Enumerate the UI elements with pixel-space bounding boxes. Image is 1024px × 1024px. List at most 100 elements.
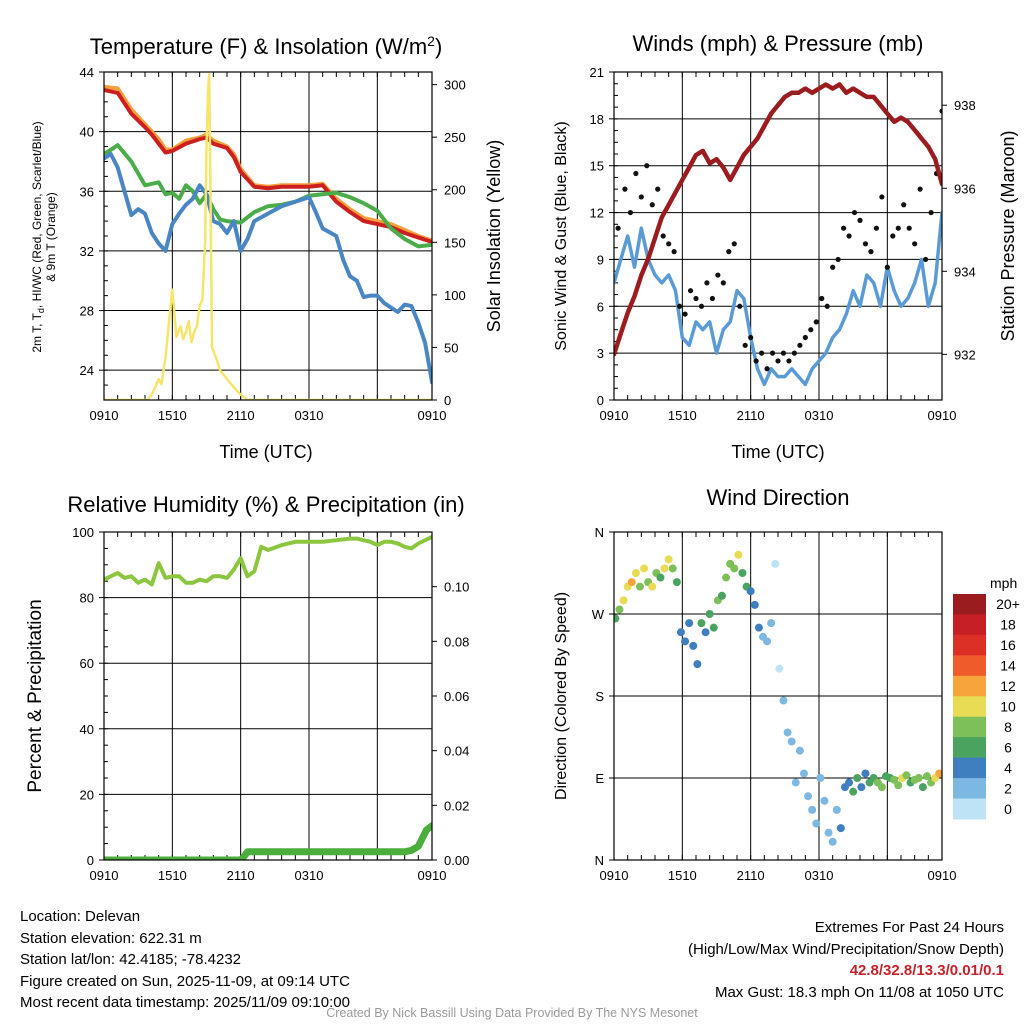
wind-direction-point [672,578,681,587]
rh-x-tick-label: 0910 [418,868,447,883]
rh-series-group [104,534,432,860]
location-text: Location: Delevan [20,908,141,925]
colorbar-label: 4 [1004,760,1012,776]
temp-x-tick-label: 2110 [227,408,255,423]
wdir-y-tick-label: W [592,607,605,622]
gust-point [737,303,743,309]
wdir-y-tick-label: N [595,853,604,868]
gust-point [693,295,699,302]
wdir-x-tick-label: 1510 [668,868,697,883]
temp-y-tick-label: 24 [80,363,94,378]
wind-direction-point [627,578,636,587]
winds-y-tick-label: 6 [597,299,604,314]
rh-y-tick-label: 80 [80,591,94,606]
temp-y2-tick-label: 100 [444,288,466,303]
gust-point [709,295,716,302]
wind-direction-point [730,564,739,573]
gust-point [622,186,628,192]
wind-direction-point [614,614,620,623]
gust-point [841,225,847,231]
colorbar-swatch [953,634,986,656]
wind-direction-point [791,778,800,787]
winds-series-group [614,82,942,387]
gust-point [802,334,808,341]
wind-direction-point [635,582,644,591]
gust-point [649,202,655,208]
temp-y-tick-label: 44 [80,65,94,80]
wind-direction-point [861,769,870,778]
gust-point [895,225,901,231]
wind-direction-point [890,775,899,784]
wind-direction-point [935,769,942,778]
temp-x-tick-label: 0910 [90,408,119,423]
gust-point [928,209,934,216]
gust-point [868,249,874,255]
extremes-title: Extremes For Past 24 Hours [814,919,1004,936]
wind-direction-point [685,619,694,628]
gust-point [704,280,710,286]
wind-direction-point [767,619,776,628]
temp-y2-tick-label: 0 [444,393,451,408]
rh-y-tick-label: 20 [80,787,94,802]
colorbar-label: 20+ [996,596,1020,612]
wind-direction-point [705,610,714,618]
rh-x-tick-label: 2110 [227,868,255,883]
gust-point [671,249,677,255]
colorbar-swatch [953,655,986,677]
dewpoint-line [104,143,432,249]
station-info: Location: Delevan Station elevation: 622… [20,906,350,1014]
winds-x-tick-label: 1510 [668,408,697,423]
temp-y2-tick-label: 200 [444,183,466,198]
wind-direction-point [857,783,866,792]
hi-wc-line [104,152,432,385]
temp-y-tick-label: 36 [80,184,94,199]
colorbar-label: 2 [1004,780,1012,796]
gust-point [797,342,803,348]
winds-x-tick-label: 0310 [805,408,834,423]
colorbar-swatch [953,675,986,697]
gust-point [731,241,737,247]
colorbar-label: 14 [1000,658,1016,674]
winds-frame [613,71,943,401]
wind-direction-point [902,771,911,780]
wdir-ylabel: Direction (Colored By Speed) [553,592,570,800]
temp-y2label: Solar Insolation (Yellow) [484,140,504,332]
temp-series-group [104,72,432,400]
wdir-grid [614,532,942,860]
winds-y2-tick-label: 938 [954,98,976,113]
colorbar-label: 6 [1004,739,1012,755]
temp-x-tick-label: 0910 [418,408,447,423]
precipitation-line [104,822,432,860]
gust-point [769,350,776,356]
gust-point [615,225,621,231]
colorbar-label: 16 [1000,637,1016,653]
wind-direction-point [668,564,677,573]
colorbar-swatch [953,614,986,636]
wdir-y-tick-label: E [595,771,604,786]
temperature-panel: 0910 1510 2110 0310 0910 24 28 32 36 40 44 0 50 100 15… [80,65,466,423]
gust-point [786,358,792,364]
temp-x-tick-label: 1510 [158,408,187,423]
temp-panel-title: Temperature (F) & Insolation (W/m2) [90,33,443,59]
rh-y-tick-label: 0 [87,853,94,868]
wind-direction-point [750,600,759,609]
wdir-frame [613,531,943,861]
gust-point [808,327,814,333]
gust-point [759,350,765,356]
extremes-values: 42.8/32.8/13.3/0.01/0.1 [849,962,1004,979]
solar-insolation-line [104,72,432,400]
wdir-ticks [609,531,943,861]
wind-direction-point [877,783,886,792]
winds-x-tick-label: 0910 [928,408,957,423]
winds-x-tick-label: 0910 [600,408,629,423]
rh-y2-tick-label: 0.10 [444,580,469,595]
gust-point [873,225,880,231]
gust-point [846,233,852,239]
gust-point [726,249,732,255]
wind-direction-point [795,746,804,755]
wind-direction-point [799,769,808,778]
gust-point [917,186,923,192]
wdir-x-tick-label: 0910 [928,868,957,883]
colorbar-label: 12 [1000,678,1016,694]
